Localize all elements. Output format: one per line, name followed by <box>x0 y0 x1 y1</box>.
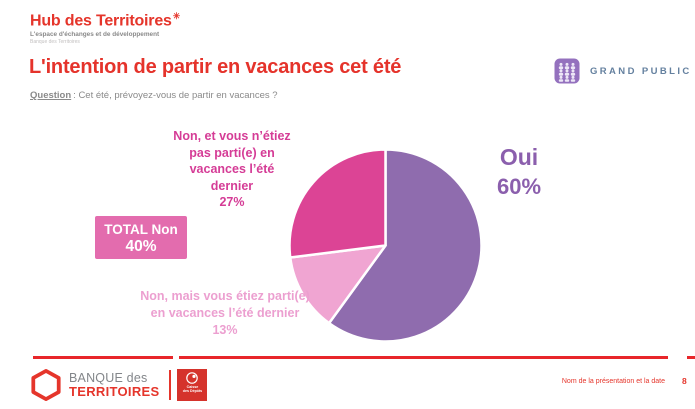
slide-title: L'intention de partir en vacances cet ét… <box>29 56 402 78</box>
starburst-icon: ✳ <box>172 11 181 21</box>
hub-logo-tagline: L'espace d'échanges et de développement <box>30 31 160 39</box>
footer-note: Nom de la présentation et la date <box>561 378 665 385</box>
banque-des-territoires-wordmark: BANQUE des TERRITOIRES <box>69 371 159 399</box>
pie-chart <box>288 148 483 343</box>
pie-label-non-mais-pct: 13% <box>212 323 238 337</box>
footer-rule-segment-1 <box>33 356 173 359</box>
pie-slice-3 <box>288 148 387 259</box>
footer-rule-segment-3 <box>687 356 695 359</box>
pie-label-oui-pct: 60% <box>496 174 542 199</box>
hub-logo-title: Hub des Territoires <box>30 12 172 30</box>
audience-badge: GRAND PUBLIC <box>554 58 692 84</box>
total-non-value: 40% <box>125 238 157 255</box>
pie-slice-2 <box>289 244 387 325</box>
logo-divider <box>169 370 172 400</box>
pie-label-non-et-line1: Non, et vous n’étiez <box>173 129 291 143</box>
page-number: 8 <box>682 376 687 386</box>
footer-rule-segment-2 <box>179 356 668 359</box>
total-non-label: TOTAL Non <box>104 222 178 237</box>
pie-label-non-et-pct: 27% <box>219 195 245 209</box>
survey-question: Question: Cet été, prévoyez-vous de part… <box>30 90 278 101</box>
pie-label-non-et-line4: dernier <box>210 178 254 193</box>
total-non-callout: TOTAL Non 40% <box>95 216 187 259</box>
question-text: : Cet été, prévoyez-vous de partir en va… <box>73 90 278 101</box>
cdc-text-line2: des Dépôts <box>182 389 203 393</box>
banque-des-territoires-logo: BANQUE des TERRITOIRES Caisse des Dépôts <box>30 368 208 402</box>
pie-label-non-et-line3: vacances l’été <box>189 162 275 176</box>
hub-des-territoires-logo: Hub des Territoires✳ L'espace d'échanges… <box>30 11 180 45</box>
caisse-des-depots-logo: Caisse des Dépôts <box>177 369 208 401</box>
audience-badge-label: GRAND PUBLIC <box>590 65 692 77</box>
pie-label-non-mais-line1: Non, mais vous étiez parti(e) <box>140 289 310 303</box>
pie-label-oui-name: Oui <box>499 144 539 170</box>
cdc-text-line1: Caisse <box>186 385 199 389</box>
bdt-wordmark-line2: TERRITOIRES <box>69 384 160 399</box>
pie-label-non-mais: Non, mais vous étiez parti(e) en vacance… <box>110 288 340 339</box>
pie-label-oui: Oui 60% <box>478 143 560 201</box>
pie-label-non-mais-line2: en vacances l’été dernier <box>150 306 300 320</box>
hub-logo-subline: Banque des Territoires <box>30 39 80 46</box>
pie-slice-1 <box>327 148 483 343</box>
hexagon-icon <box>31 369 61 401</box>
cdc-emblem-icon <box>186 372 199 384</box>
crowd-icon <box>554 58 580 84</box>
pie-label-non-et-line2: pas parti(e) en <box>189 145 275 160</box>
pie-label-non-et: Non, et vous n’étiez pas parti(e) en vac… <box>152 128 312 211</box>
question-label: Question <box>30 90 72 101</box>
bdt-wordmark-line1: BANQUE des <box>69 371 148 385</box>
